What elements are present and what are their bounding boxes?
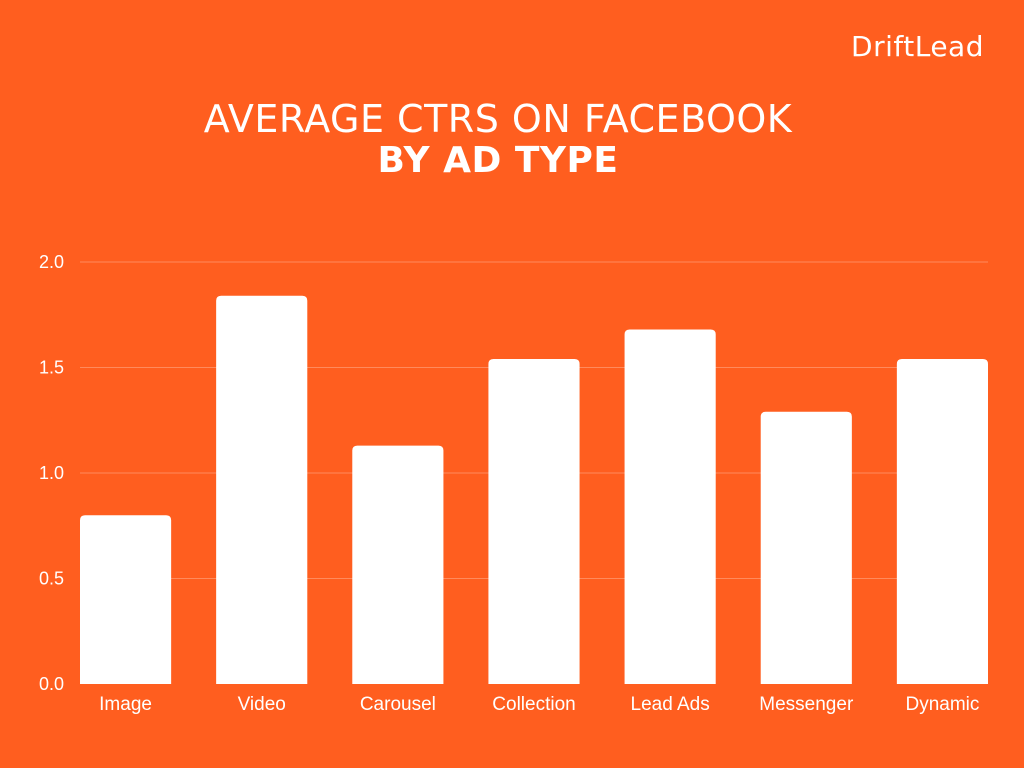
bar-image [80, 515, 172, 684]
x-tick-label: Lead Ads [631, 694, 710, 715]
x-tick-label: Carousel [360, 694, 436, 715]
x-tick-label: Collection [492, 694, 575, 715]
x-tick-label: Video [238, 694, 286, 715]
bar-collection [488, 359, 580, 684]
y-tick-label: 0.0 [39, 674, 64, 694]
x-tick-label: Dynamic [905, 694, 979, 715]
chart-subtitle: BY AD TYPE [377, 140, 619, 181]
bar-video [216, 295, 308, 684]
y-tick-label: 1.5 [39, 358, 64, 378]
bar-dynamic [896, 359, 988, 684]
bar-carousel [352, 445, 444, 684]
y-tick-label: 2.0 [39, 252, 64, 272]
chart-title: AVERAGE CTRS ON FACEBOOK [203, 97, 793, 141]
y-tick-label: 1.0 [39, 463, 64, 483]
x-tick-label: Image [99, 694, 152, 715]
bar-lead-ads [624, 329, 716, 684]
brand-logo: DriftLead [851, 30, 984, 63]
y-tick-label: 0.5 [39, 569, 64, 589]
x-tick-label: Messenger [759, 694, 854, 715]
bar-messenger [760, 411, 852, 684]
chart-title-block: AVERAGE CTRS ON FACEBOOK BY AD TYPE [0, 98, 996, 182]
